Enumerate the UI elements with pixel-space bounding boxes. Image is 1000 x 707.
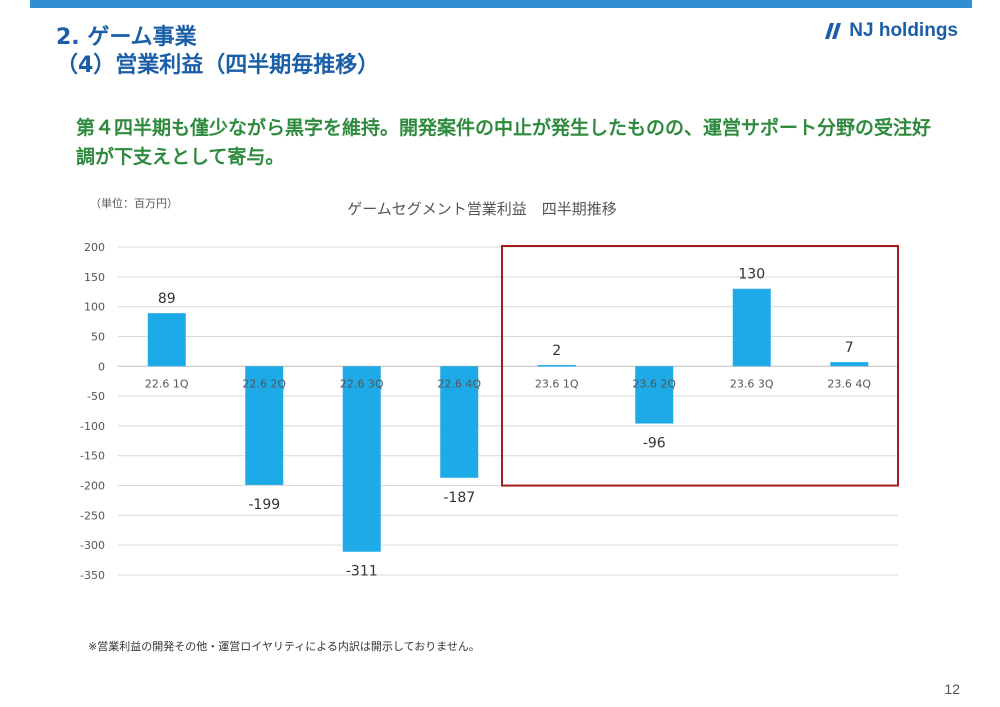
y-tick-label: 150 [84, 271, 105, 284]
top-accent-bar [30, 0, 972, 8]
y-tick-label: -350 [80, 569, 105, 582]
sub-title: （4）営業利益（四半期毎推移） [56, 53, 380, 78]
bar [342, 366, 381, 552]
x-tick-label: 22.6 3Q [340, 377, 384, 390]
company-logo: NJ holdings [821, 20, 958, 42]
logo-text: NJ holdings [849, 20, 958, 41]
x-tick-label: 23.6 3Q [730, 377, 774, 390]
data-label: 130 [738, 267, 765, 283]
y-tick-label: -100 [80, 420, 105, 433]
x-tick-label: 23.6 1Q [535, 377, 579, 390]
data-label: -199 [248, 497, 280, 513]
bar [440, 366, 479, 478]
logo-mark-icon [825, 23, 842, 39]
y-tick-label: 0 [98, 360, 105, 373]
x-tick-label: 23.6 2Q [632, 377, 676, 390]
y-tick-label: 100 [84, 301, 105, 314]
bar [732, 288, 771, 367]
bar [635, 366, 674, 424]
bar [245, 366, 284, 485]
x-tick-label: 22.6 4Q [437, 377, 481, 390]
page-number: 12 [944, 681, 960, 697]
bar [830, 362, 869, 367]
x-tick-label: 22.6 2Q [242, 377, 286, 390]
bar [537, 365, 576, 367]
chart-unit-label: （単位：百万円） [90, 196, 178, 210]
y-tick-label: -50 [87, 390, 105, 403]
data-label: 89 [158, 291, 176, 307]
y-tick-label: 50 [91, 330, 105, 343]
data-label: 2 [552, 343, 561, 359]
headline-message: 第４四半期も僅少ながら黒字を維持。開発案件の中止が発生したものの、運営サポート分… [76, 117, 932, 168]
x-tick-label: 22.6 1Q [145, 377, 189, 390]
section-title: 2. ゲーム事業 [56, 25, 197, 50]
page-title: 2. ゲーム事業 （4）営業利益（四半期毎推移） [56, 24, 379, 80]
bar [147, 313, 186, 367]
highlight-box [501, 245, 899, 487]
y-tick-label: -200 [80, 480, 105, 493]
y-tick-label: -250 [80, 509, 105, 522]
chart-title: ゲームセグメント営業利益 四半期推移 [347, 200, 617, 218]
y-tick-label: 200 [84, 241, 105, 254]
data-label: -187 [443, 490, 475, 506]
footnote: ※営業利益の開発その他・運営ロイヤリティによる内訳は開示しておりません。 [88, 640, 480, 653]
data-label: 7 [845, 340, 854, 356]
y-tick-label: -150 [80, 450, 105, 463]
data-label: -96 [643, 436, 666, 452]
data-label: -311 [346, 564, 378, 580]
y-tick-label: -300 [80, 539, 105, 552]
x-tick-label: 23.6 4Q [827, 377, 871, 390]
